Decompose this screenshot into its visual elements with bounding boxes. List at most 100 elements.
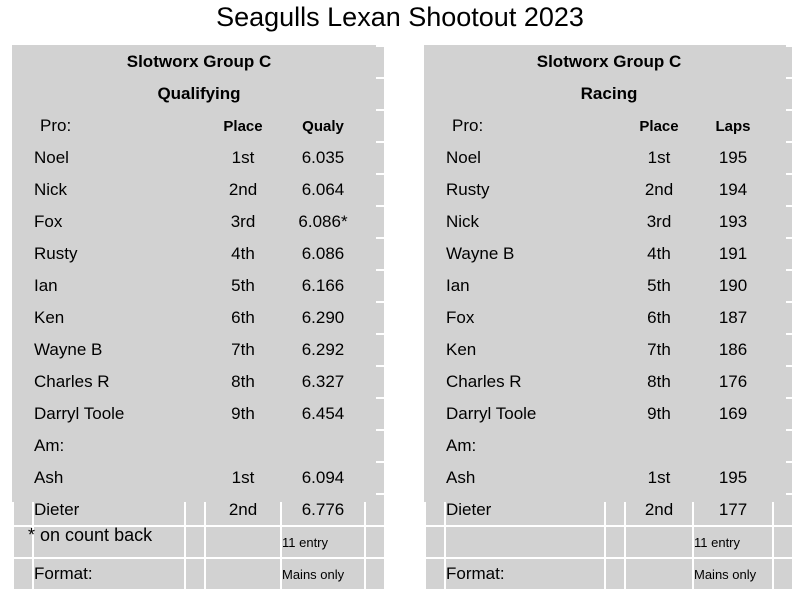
table-row: Noel 1st 195: [426, 143, 792, 173]
qualifying-pad-right-cell: [366, 111, 384, 141]
place-cell: 1st: [626, 463, 692, 493]
place-cell: 4th: [206, 239, 280, 269]
result-value-cell: 6.290: [282, 303, 364, 333]
racing-pad-right-cell: [774, 79, 792, 109]
place-cell: 5th: [626, 271, 692, 301]
qualifying-pad-right-cell: [366, 527, 384, 557]
qualifying-am-section-row: Am:: [14, 431, 384, 461]
qualifying-gap-cell: [186, 335, 204, 365]
qualifying-gap-cell: [186, 111, 204, 141]
qualifying-pad-right-cell: [366, 271, 384, 301]
racing-column-header-row: Pro: Place Laps: [426, 111, 792, 141]
table-row: Darryl Toole 9th 6.454: [14, 399, 384, 429]
racing-gap-cell: [606, 239, 624, 269]
racing-phase-title: Racing: [446, 79, 772, 109]
place-cell: 6th: [626, 303, 692, 333]
qualifying-phase-title: Qualifying: [34, 79, 364, 109]
racing-am-value-blank: [694, 431, 772, 461]
driver-name-cell: Noel: [446, 143, 604, 173]
result-value-cell: 6.035: [282, 143, 364, 173]
place-cell: 3rd: [626, 207, 692, 237]
result-value-cell: 6.086: [282, 239, 364, 269]
qualifying-gap-cell: [186, 367, 204, 397]
qualifying-pad-right-cell: [366, 175, 384, 205]
qualifying-pad-right-cell: [366, 335, 384, 365]
racing-gap-cell: [606, 559, 624, 589]
result-value-cell: 6.094: [282, 463, 364, 493]
qualifying-entry-count-row: 11 entry: [14, 527, 384, 557]
racing-pad-right-cell: [774, 207, 792, 237]
result-value-cell: 6.454: [282, 399, 364, 429]
racing-format-place-blank: [626, 559, 692, 589]
racing-pad-left-cell: [426, 271, 444, 301]
qualifying-header-place: Place: [206, 111, 280, 141]
racing-am-section-row: Am:: [426, 431, 792, 461]
table-row: Ken 7th 186: [426, 335, 792, 365]
table-row: Charles R 8th 6.327: [14, 367, 384, 397]
racing-pad-left-cell: [426, 367, 444, 397]
racing-pad-right-cell: [774, 463, 792, 493]
qualifying-gap-cell: [186, 239, 204, 269]
qualifying-pad-left-cell: [14, 495, 32, 525]
driver-name-cell: Rusty: [446, 175, 604, 205]
place-cell: 2nd: [626, 495, 692, 525]
table-row: Ash 1st 6.094: [14, 463, 384, 493]
racing-pad-left-cell: [426, 559, 444, 589]
place-cell: 8th: [206, 367, 280, 397]
driver-name-cell: Wayne B: [34, 335, 184, 365]
table-row: Charles R 8th 176: [426, 367, 792, 397]
place-cell: 1st: [626, 143, 692, 173]
driver-name-cell: Ian: [446, 271, 604, 301]
result-value-cell: 6.166: [282, 271, 364, 301]
table-row: Ken 6th 6.290: [14, 303, 384, 333]
racing-grid-body: Slotworx Group C Racing Pro: Place Laps Noel 1…: [426, 47, 792, 589]
racing-pad-left-cell: [426, 79, 444, 109]
driver-name-cell: Rusty: [34, 239, 184, 269]
place-cell: 7th: [626, 335, 692, 365]
racing-gap-cell: [606, 399, 624, 429]
qualifying-pad-right-cell: [366, 399, 384, 429]
driver-name-cell: Fox: [34, 207, 184, 237]
qualifying-format-value: Mains only: [282, 559, 364, 589]
qualifying-pad-left-cell: [14, 239, 32, 269]
qualifying-entry-count: 11 entry: [282, 527, 364, 557]
result-value-cell: 177: [694, 495, 772, 525]
racing-gap-cell: [606, 527, 624, 557]
qualifying-gap-cell: [186, 303, 204, 333]
qualifying-pad-right-cell: [366, 431, 384, 461]
qualifying-pad-left-cell: [14, 271, 32, 301]
qualifying-gap-cell: [186, 271, 204, 301]
racing-pad-right-cell: [774, 559, 792, 589]
place-cell: 2nd: [206, 175, 280, 205]
place-cell: 7th: [206, 335, 280, 365]
driver-name-cell: Ash: [446, 463, 604, 493]
racing-grid: Slotworx Group C Racing Pro: Place Laps Noel 1…: [424, 45, 794, 591]
results-table-racing: Slotworx Group C Racing Pro: Place Laps Noel 1…: [424, 45, 792, 589]
qualifying-gap-cell: [186, 495, 204, 525]
result-value-cell: 195: [694, 463, 772, 493]
qualifying-pad-left-cell: [14, 303, 32, 333]
qualifying-gap-cell: [186, 143, 204, 173]
racing-format-value: Mains only: [694, 559, 772, 589]
driver-name-cell: Wayne B: [446, 239, 604, 269]
racing-pad-right-cell: [774, 175, 792, 205]
table-row: Nick 3rd 193: [426, 207, 792, 237]
racing-pad-left-cell: [426, 431, 444, 461]
racing-group-title: Slotworx Group C: [446, 47, 772, 77]
racing-gap-cell: [606, 367, 624, 397]
racing-format-row: Format: Mains only: [426, 559, 792, 589]
racing-gap-cell: [606, 431, 624, 461]
racing-am-place-blank: [626, 431, 692, 461]
result-value-cell: 6.064: [282, 175, 364, 205]
driver-name-cell: Darryl Toole: [34, 399, 184, 429]
driver-name-cell: Dieter: [446, 495, 604, 525]
qualifying-am-place-blank: [206, 431, 280, 461]
place-cell: 4th: [626, 239, 692, 269]
qualifying-pad-left-cell: [14, 399, 32, 429]
result-value-cell: 6.086*: [282, 207, 364, 237]
footnote-count-back: * on count back: [28, 525, 153, 545]
driver-name-cell: Ken: [34, 303, 184, 333]
racing-gap-cell: [606, 111, 624, 141]
racing-header-name: Pro:: [446, 111, 604, 141]
racing-pad-right-cell: [774, 303, 792, 333]
